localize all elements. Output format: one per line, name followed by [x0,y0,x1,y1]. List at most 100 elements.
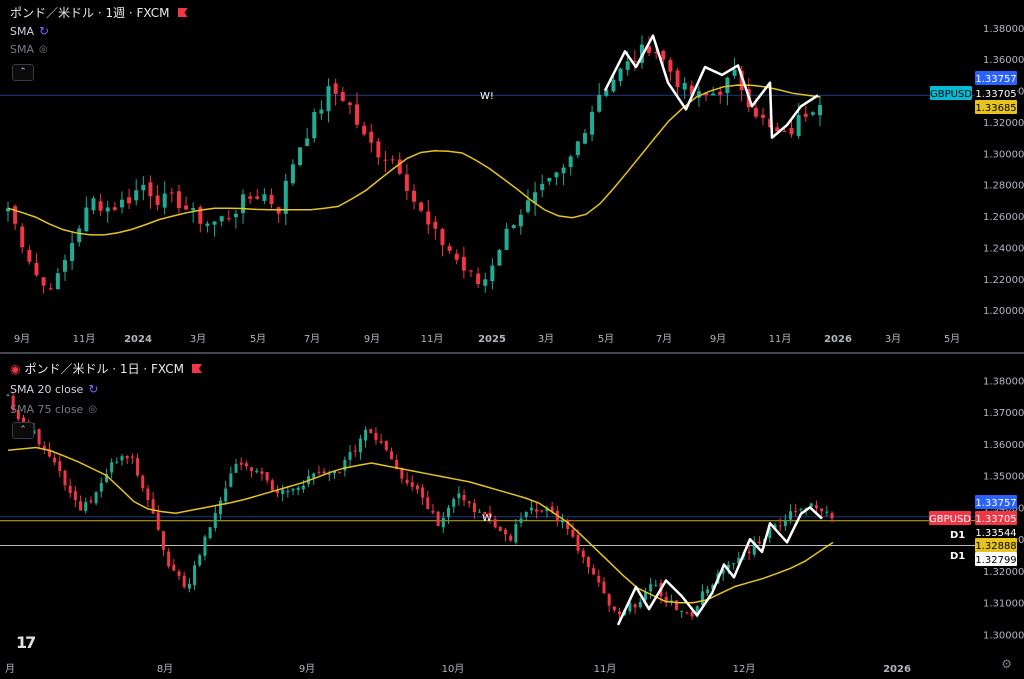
candle-body [612,606,616,611]
indicator-sma-hidden[interactable]: SMA ◎ [10,43,48,56]
candle-body [649,584,653,592]
candle-body [98,201,103,211]
candle-body [27,249,32,262]
candle-body [169,192,174,194]
price-tag: 1.33705 [975,86,1017,100]
candle-body [269,194,274,205]
candle-body [212,221,217,225]
candle-body [421,487,425,498]
weekly-chart-pane[interactable]: 1.380001.360001.340001.320001.300001.280… [0,0,1024,350]
time-axis-label: 9月 [364,333,380,345]
candle-body [229,473,233,487]
candle-body [488,512,492,518]
candle-body [379,441,383,443]
candle-body [568,156,573,167]
time-axis-label: 3月 [885,333,901,345]
candle-body [333,83,338,94]
candle-body [151,499,155,514]
candle-body [696,91,701,98]
candle-body [426,497,430,510]
eye-off-icon[interactable]: ◎ [39,44,48,55]
candle-body [803,113,808,117]
candle-body [326,86,331,112]
candle-body [661,50,666,60]
time-axis-label: 5月 [598,333,614,345]
indicator-sma75[interactable]: SMA 75 close ◎ [10,403,97,416]
zigzag-drawing [616,506,823,626]
candle-body [554,172,559,178]
candle-body [191,208,196,211]
candle-body [415,485,419,490]
eye-off-icon[interactable]: ◎ [88,404,98,415]
candle-body [561,519,565,523]
candle-body [586,557,590,568]
candle-body [725,77,730,94]
price-tag-text: 1.33544 [975,528,1016,539]
candle-body [547,177,552,182]
candle-body [47,449,51,457]
price-tag-text: 1.33757 [975,74,1016,85]
candle-body [224,488,228,502]
gear-icon[interactable]: ⚙ [1001,657,1012,671]
candle-body [343,460,347,471]
candle-body [454,253,459,260]
candle-body [177,571,181,576]
price-axis-label: 1.37000 [983,408,1024,419]
candle-body [319,109,324,114]
candle-body [198,555,202,566]
candle-body [761,114,766,118]
candle-body [447,246,452,251]
candle-body [457,493,461,499]
indicator-label: SMA [10,24,34,38]
indicator-sma[interactable]: SMA ↻ [10,24,49,38]
candle-body [198,207,203,224]
candle-body [682,82,687,90]
marker-label: W [482,513,492,524]
price-tag-text: 1.32888 [975,541,1016,552]
candle-body [91,198,96,211]
weekly-chart-canvas[interactable]: 1.380001.360001.340001.320001.300001.280… [0,0,1024,350]
candle-body [162,193,167,208]
candle-body [127,197,132,204]
candle-body [433,221,438,229]
candle-body [814,505,818,509]
collapse-legend-button[interactable]: ⌃ [12,64,34,81]
candle-body [768,118,773,128]
price-tag: GBPUSD [930,86,972,100]
price-axis-label: 1.30000 [983,630,1024,641]
candle-body [369,429,373,434]
circular-arrows-icon[interactable]: ↻ [88,382,99,396]
indicator-sma20[interactable]: SMA 20 close ↻ [10,382,98,396]
daily-chart-title: ◉ ポンド／米ドル · 1日 · FXCM [10,360,202,377]
candle-body [172,564,176,571]
daily-chart-pane[interactable]: 1.380001.370001.360001.350001.340001.330… [0,352,1024,679]
candle-body [490,265,495,282]
price-tag-text: 1.33757 [975,498,1016,509]
candle-body [73,491,77,501]
time-axis-label: 2026 [883,664,911,675]
candle-body [53,457,57,463]
candle-body [112,207,117,210]
candle-body [690,611,694,617]
daily-chart-canvas[interactable]: 1.380001.370001.360001.350001.340001.330… [0,354,1024,679]
candle-body [680,610,684,612]
candle-body [561,167,566,174]
collapse-legend-button[interactable]: ⌃ [12,422,34,439]
candle-body [395,459,399,470]
candle-body [241,194,246,214]
time-axis-label: 2025 [478,334,506,345]
candle-body [576,535,580,551]
candle-body [283,180,288,214]
price-tag: GBPUSD [929,511,971,525]
tradingview-logo-icon[interactable]: 17 [16,633,36,652]
price-axis-label: 1.26000 [983,212,1024,223]
circular-arrows-icon[interactable]: ↻ [39,24,50,38]
time-axis-label: 11月 [594,663,617,675]
candle-body [11,395,15,411]
candle-body [405,479,409,484]
time-axis-label: 2026 [824,334,852,345]
candle-body [296,487,300,490]
indicator-label: SMA 75 close [10,403,84,416]
time-axis-label: 5月 [250,333,266,345]
candle-body [447,507,451,518]
